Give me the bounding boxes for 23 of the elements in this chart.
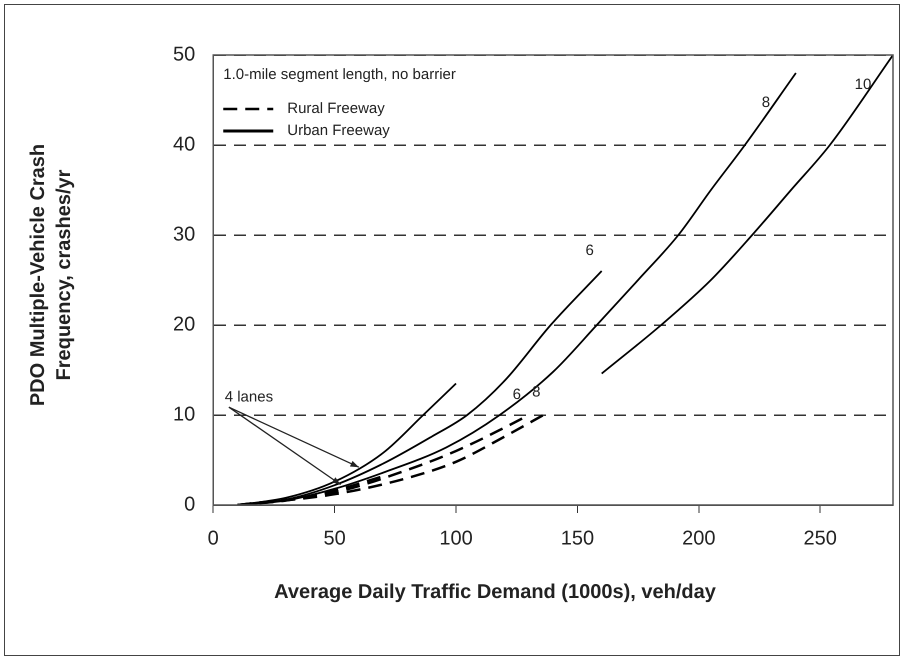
- y-tick-label: 20: [172, 314, 196, 336]
- y-tick-label: 0: [184, 494, 196, 516]
- annotation: 6: [512, 386, 522, 404]
- annotation: 1.0-mile segment length, no barrier: [223, 66, 456, 84]
- annotation: 4 lanes: [224, 388, 274, 406]
- legend-label: Urban Freeway: [287, 122, 390, 140]
- x-tick-label: 100: [439, 528, 473, 550]
- y-tick-label: 50: [172, 44, 196, 66]
- annotation: 10: [854, 76, 872, 94]
- x-tick-label: 50: [324, 528, 346, 550]
- x-tick-label: 200: [682, 528, 716, 550]
- annotation: 8: [762, 94, 770, 112]
- x-axis-title: Average Daily Traffic Demand (1000s), veh/day: [273, 581, 717, 604]
- annotation: 8: [532, 383, 540, 400]
- x-tick-label: 250: [803, 528, 837, 550]
- y-axis-title: PDO Multiple-Vehicle Crash Frequency, crashes/yr: [26, 142, 76, 408]
- y-tick-label: 30: [172, 224, 196, 246]
- x-tick-label: 0: [208, 528, 219, 550]
- y-tick-label: 40: [172, 134, 196, 156]
- x-tick-label: 150: [560, 528, 594, 550]
- y-tick-label: 10: [172, 404, 196, 426]
- annotation: 6: [586, 242, 594, 260]
- legend-label: Rural Freeway: [287, 100, 386, 118]
